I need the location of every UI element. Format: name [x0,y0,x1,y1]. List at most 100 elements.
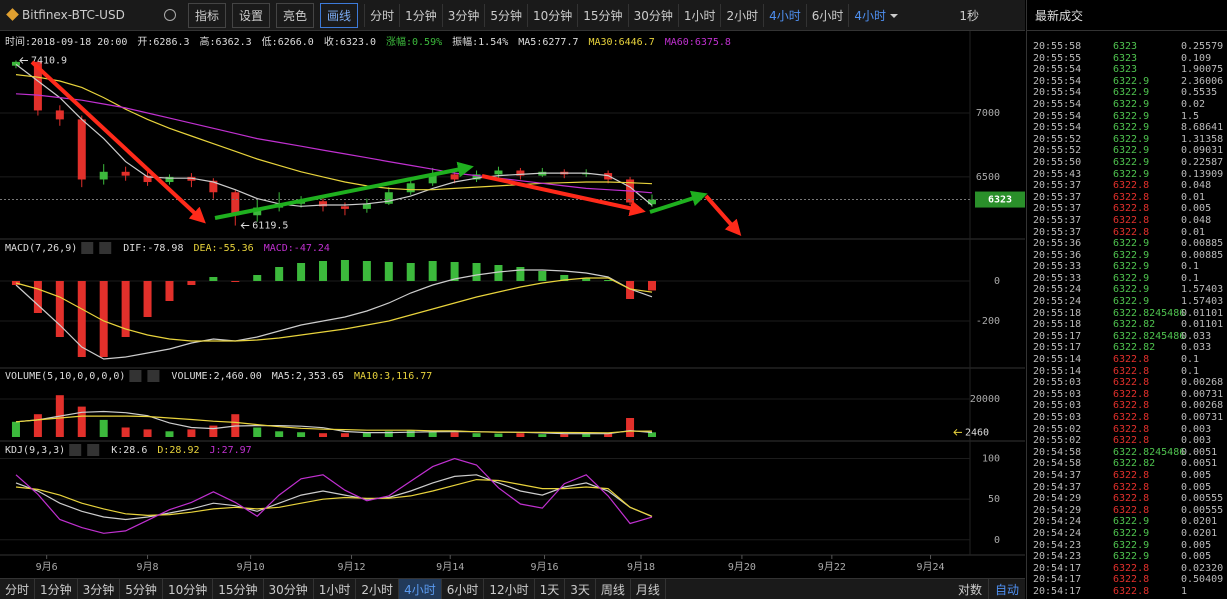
bar [319,433,328,437]
period-button[interactable]: 4小时 [763,3,806,27]
bar [11,281,20,285]
bar [275,431,284,437]
info-label: 振幅: [452,35,478,48]
period-button[interactable]: 月线 [631,579,666,599]
info-label: DIF: [123,243,147,254]
period-button[interactable]: 6小时 [442,579,485,599]
tool-button[interactable]: 指标 [188,2,227,28]
trade-price: 6322.82 [1113,458,1156,470]
trade-amount: 0.005 [1181,469,1212,481]
trade-row: 20:55:17 6322.8245486 0.033 [1027,331,1227,343]
realtime-button[interactable]: 1秒 [959,8,979,23]
trade-time: 20:55:54 [1033,64,1082,76]
trade-amount: 0.00885 [1181,238,1224,250]
x-tick-label: 9月20 [728,561,756,573]
bar [297,263,306,281]
period-button[interactable]: 1天 [535,579,566,599]
trade-time: 20:54:24 [1033,527,1082,539]
line [15,415,653,434]
period-button[interactable]: 10分钟 [163,579,214,599]
trade-price: 6322.8 [1113,388,1150,400]
toolbar: Bitfinex-BTC-USD 指标 设置 亮色 画线 分时 1分钟 3分钟 5分钟 10分钟 1… [0,0,1025,31]
period-button[interactable]: 1分钟 [399,3,442,27]
info-label: 时间: [5,35,31,48]
info-value: 3,116.77 [384,371,432,382]
period-button[interactable]: 5分钟 [484,3,527,27]
settings-icon [129,370,142,382]
trade-row: 20:54:29 6322.8 0.00555 [1027,493,1227,505]
period-button[interactable]: 1分钟 [35,579,78,599]
trade-time: 20:54:29 [1033,493,1082,505]
bar [494,433,503,437]
trade-amount: 0.09031 [1181,145,1224,157]
period-button[interactable]: 周线 [596,579,631,599]
period-button[interactable]: 3天 [565,579,596,599]
period-button[interactable]: 分时 [364,3,399,27]
candle-body [143,175,152,183]
bar [406,430,415,437]
trade-row: 20:54:37 6322.8 0.005 [1027,470,1227,482]
trade-amount: 0.02320 [1181,562,1224,574]
tool-button[interactable]: 亮色 [276,2,315,28]
period-button[interactable]: 30分钟 [264,579,314,599]
bar [143,429,152,437]
trade-price: 6322.8 [1113,354,1150,366]
period-button[interactable]: 15分钟 [577,3,627,27]
trade-row: 20:55:54 6322.9 2.36006 [1027,76,1227,88]
trade-price: 6322.9 [1113,284,1150,296]
candle-body [55,110,64,120]
period-button[interactable]: 2小时 [720,3,763,27]
trade-row: 20:55:54 6322.9 0.02 [1027,99,1227,111]
bar [604,280,613,281]
info-value: 28.92 [169,445,199,456]
tool-button[interactable]: 画线 [320,2,359,28]
period-button[interactable]: 3分钟 [78,579,121,599]
trade-amount: 0.109 [1181,52,1212,64]
trade-price: 6322.9 [1113,168,1150,180]
period-button[interactable]: 2小时 [356,579,400,599]
candle-body [516,170,525,176]
trade-time: 20:55:33 [1033,272,1082,284]
period-button[interactable]: 30分钟 [627,3,678,27]
option-button[interactable]: 自动 [987,579,1025,599]
trade-row: 20:55:54 6322.9 8.68641 [1027,122,1227,134]
search-icon[interactable] [164,9,176,21]
y-tick-label: 20000 [970,394,1000,405]
period-button[interactable]: 3分钟 [441,3,485,27]
bar [626,418,635,437]
trade-row: 20:55:54 6322.9 1.5 [1027,111,1227,123]
trade-row: 20:54:58 6322.82 0.0051 [1027,458,1227,470]
info-label: K: [111,445,123,456]
tool-button[interactable]: 设置 [232,2,271,28]
bar [253,427,262,437]
period-select[interactable]: 4小时 [848,3,903,27]
info-value: 6375.8 [695,37,731,48]
period-button[interactable]: 15分钟 [213,579,264,599]
period-button[interactable]: 5分钟 [120,579,163,599]
trade-time: 20:55:24 [1033,296,1082,308]
trend-arrow [30,60,206,224]
trade-amount: 1.90075 [1181,64,1224,76]
trade-time: 20:55:37 [1033,180,1082,192]
period-button[interactable]: 12小时 [484,579,535,599]
period-button[interactable]: 10分钟 [527,3,577,27]
period-button[interactable]: 1小时 [314,579,357,599]
period-button[interactable]: 4小时 [399,579,442,599]
period-bar: 分时 1分钟 3分钟 5分钟 10分钟 15分钟 30分钟 1小时 2小时 4小时 6小时 12小时 1… [0,578,1025,599]
trade-row: 20:55:03 6322.8 0.00731 [1027,389,1227,401]
candle-body [165,176,174,183]
option-button[interactable]: 对数 [957,583,982,597]
trade-price: 6322.8 [1113,423,1150,435]
period-button[interactable]: 分时 [0,579,36,599]
symbol[interactable]: Bitfinex-BTC-USD [0,8,156,22]
trade-price: 6323 [1113,52,1138,64]
trade-time: 20:54:17 [1033,562,1082,574]
trade-price: 6322.8 [1113,180,1150,192]
bar [99,419,108,437]
trade-row: 20:55:17 6322.82 0.033 [1027,342,1227,354]
info-label: MA5: [518,37,542,48]
period-button[interactable]: 6小时 [805,3,849,27]
pane-borders [0,31,1025,556]
trade-row: 20:55:37 6322.8 0.005 [1027,203,1227,215]
period-button[interactable]: 1小时 [677,3,721,27]
